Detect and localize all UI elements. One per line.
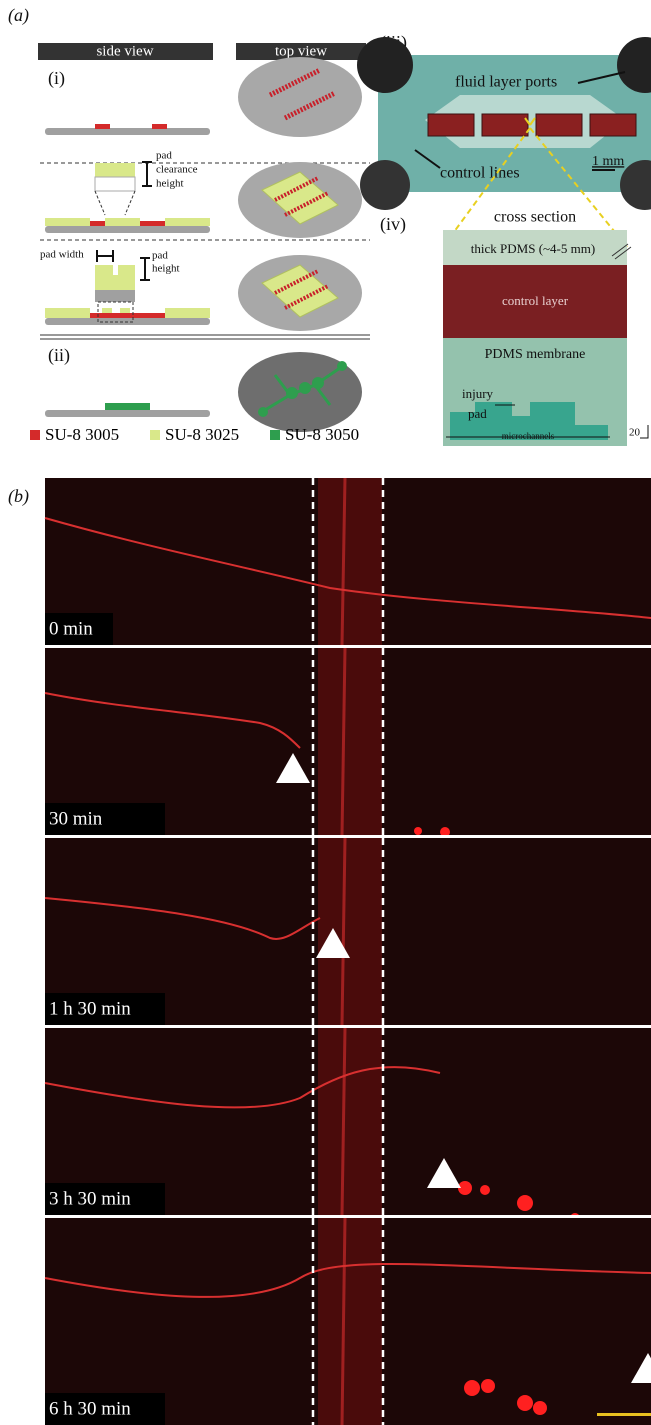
scale-label: 1 mm <box>592 154 624 169</box>
annotation: height <box>152 263 180 275</box>
channel <box>318 648 382 835</box>
panel-label: (b) <box>8 486 29 507</box>
pad <box>165 218 210 226</box>
su8 <box>152 124 167 129</box>
annotation: control lines <box>440 165 520 182</box>
debris <box>481 1379 495 1393</box>
su8 <box>95 124 110 129</box>
zoom <box>95 177 135 191</box>
annotation: PDMS membrane <box>485 347 586 362</box>
annotation: cross section <box>494 209 576 226</box>
annotation: pad <box>152 250 168 262</box>
substrate <box>45 410 210 417</box>
debris <box>517 1195 533 1211</box>
sublabel: (iv) <box>380 214 406 235</box>
zoom <box>95 163 135 177</box>
wafer <box>238 57 362 137</box>
timestamp: 6 h 30 min <box>49 1398 131 1419</box>
legend-swatch <box>150 430 160 440</box>
valve <box>482 114 528 136</box>
debris <box>464 1380 480 1396</box>
annotation: height <box>156 178 184 190</box>
well <box>312 377 324 389</box>
valve <box>536 114 582 136</box>
well <box>337 361 347 371</box>
dimension <box>142 162 152 186</box>
dimension <box>140 258 150 280</box>
valve <box>428 114 474 136</box>
well <box>258 407 268 417</box>
channel <box>318 1028 382 1215</box>
legend-swatch <box>30 430 40 440</box>
dimension <box>97 250 113 262</box>
su8 <box>105 403 150 410</box>
timelapse: 0 min 30 min 1 h 30 min 3 h 30 min 6 h 30 mi… <box>45 478 651 1425</box>
legend-swatch <box>270 430 280 440</box>
annotation: clearance <box>156 164 198 176</box>
annotation: pad width <box>40 249 84 261</box>
pad <box>45 308 90 318</box>
sublabel: (ii) <box>48 345 70 366</box>
annotation: pad <box>156 150 172 162</box>
header: side view <box>96 43 153 59</box>
timestamp: 0 min <box>49 618 93 639</box>
valve <box>590 114 636 136</box>
su8 <box>90 313 165 318</box>
su8 <box>140 221 165 226</box>
debris <box>533 1401 547 1415</box>
pad <box>45 218 90 226</box>
scale-label: 20 <box>629 427 641 439</box>
pad <box>165 308 210 318</box>
legend-label: SU-8 3005 <box>45 425 119 444</box>
debris <box>517 1395 533 1411</box>
annotation: thick PDMS (~4-5 mm) <box>471 241 595 256</box>
zoom <box>113 265 118 275</box>
channel <box>318 838 382 1025</box>
channel <box>318 478 382 645</box>
annotation: control layer <box>502 293 569 308</box>
annotation: injury <box>462 386 494 401</box>
annotation: microchannels <box>502 431 555 441</box>
zoom <box>95 290 135 302</box>
pad <box>105 218 140 226</box>
substrate <box>45 128 210 135</box>
timestamp: 1 h 30 min <box>49 998 131 1019</box>
zoom-line <box>95 191 135 215</box>
scale-bar <box>640 425 648 438</box>
well <box>286 387 298 399</box>
scale-bar <box>597 1413 651 1416</box>
legend-label: SU-8 3050 <box>285 425 359 444</box>
panel-label: (a) <box>8 5 29 26</box>
debris <box>480 1185 490 1195</box>
su8 <box>90 221 105 226</box>
sublabel: (i) <box>48 68 65 89</box>
timestamp: 3 h 30 min <box>49 1188 131 1209</box>
well <box>299 382 311 394</box>
substrate <box>45 226 210 233</box>
port <box>360 160 410 210</box>
figure: (a) side view top view (i) pad clearance… <box>0 0 651 1425</box>
port <box>357 37 413 93</box>
annotation: fluid layer ports <box>455 74 557 91</box>
debris <box>414 827 422 835</box>
timestamp: 30 min <box>49 808 103 829</box>
channel <box>318 1218 382 1425</box>
legend-label: SU-8 3025 <box>165 425 239 444</box>
annotation: pad <box>468 406 487 421</box>
